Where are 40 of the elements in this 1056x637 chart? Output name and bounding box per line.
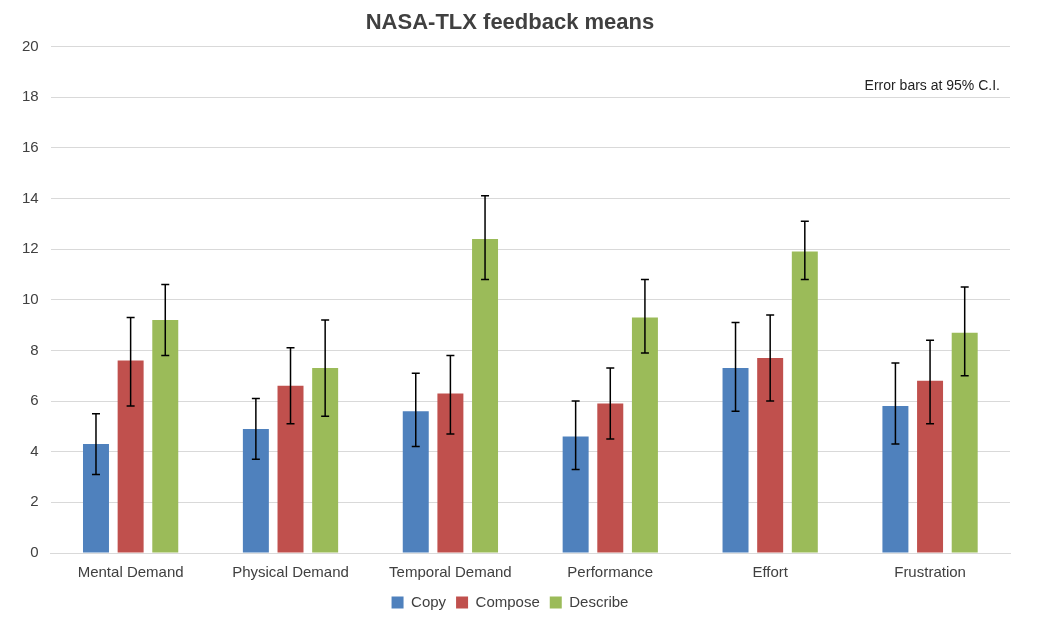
bar — [597, 403, 624, 553]
y-tick-label: 10 — [22, 289, 39, 307]
y-tick-label: 14 — [22, 188, 39, 206]
chart-title: NASA-TLX feedback means — [365, 9, 655, 35]
x-tick-label: Frustration — [894, 563, 966, 581]
bar — [83, 444, 109, 553]
bar — [472, 238, 499, 553]
bar — [722, 368, 749, 553]
bar — [917, 380, 944, 553]
bar — [562, 436, 589, 553]
bar — [757, 357, 784, 553]
x-tick-label: Mental Demand — [77, 563, 184, 581]
bar — [631, 317, 658, 553]
y-tick-label: 16 — [22, 137, 39, 155]
x-tick-label: Effort — [752, 563, 789, 581]
y-tick-label: 6 — [30, 391, 39, 409]
bar — [312, 368, 339, 553]
x-tick-label: Performance — [567, 563, 654, 581]
legend-label: Copy — [411, 592, 447, 610]
bar — [882, 406, 909, 553]
y-tick-label: 8 — [30, 340, 39, 358]
annotation: Error bars at 95% C.I. — [864, 77, 1000, 94]
bar — [277, 385, 304, 553]
bar — [951, 332, 978, 553]
bar — [117, 360, 144, 553]
y-tick-label: 0 — [30, 543, 39, 561]
legend-label: Describe — [569, 592, 629, 610]
y-tick-label: 20 — [22, 36, 39, 54]
x-tick-label: Temporal Demand — [389, 563, 512, 581]
bar — [242, 428, 269, 553]
y-tick-label: 4 — [30, 441, 39, 459]
y-tick-label: 12 — [22, 239, 39, 257]
bar — [791, 251, 818, 553]
x-tick-label: Physical Demand — [232, 563, 349, 581]
bar — [402, 411, 429, 553]
y-tick-label: 2 — [30, 492, 39, 510]
bar — [152, 319, 179, 553]
y-tick-label: 18 — [22, 87, 39, 105]
legend-label: Compose — [475, 592, 540, 610]
bar — [437, 393, 464, 553]
